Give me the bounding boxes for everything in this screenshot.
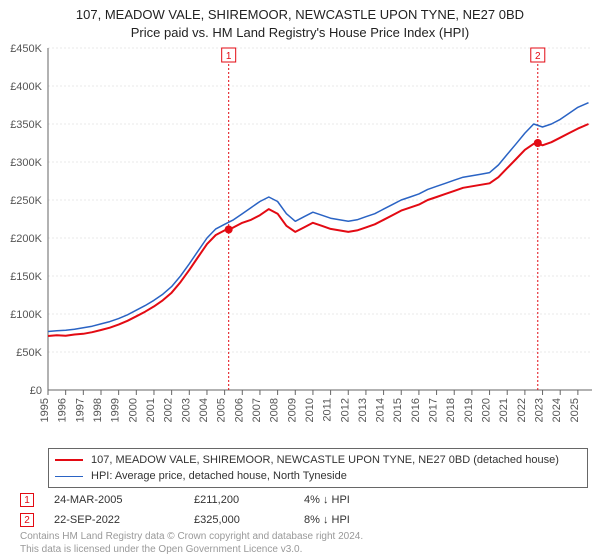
svg-text:2008: 2008 [269, 398, 281, 422]
legend: 107, MEADOW VALE, SHIREMOOR, NEWCASTLE U… [48, 448, 588, 488]
svg-text:2005: 2005 [216, 398, 228, 422]
sale-date-1: 24-MAR-2005 [54, 494, 194, 506]
svg-text:1998: 1998 [92, 398, 104, 422]
sale-price-1: £211,200 [194, 494, 304, 506]
title-line-1: 107, MEADOW VALE, SHIREMOOR, NEWCASTLE U… [0, 6, 600, 24]
svg-text:2009: 2009 [286, 398, 298, 422]
svg-text:2024: 2024 [551, 398, 563, 422]
svg-text:2003: 2003 [180, 398, 192, 422]
svg-text:1995: 1995 [39, 398, 51, 422]
svg-text:1999: 1999 [110, 398, 122, 422]
chart-svg: £0 £50K £100K £150K £200K £250K £300K £350K £400… [0, 44, 600, 444]
svg-text:1: 1 [226, 51, 232, 62]
svg-text:£350K: £350K [10, 119, 42, 131]
sale-date-2: 22-SEP-2022 [54, 514, 194, 526]
sale-row-1: 1 24-MAR-2005 £211,200 4% ↓ HPI [20, 490, 580, 510]
svg-text:2018: 2018 [445, 398, 457, 422]
legend-label-hpi: HPI: Average price, detached house, Nort… [91, 470, 347, 482]
svg-text:2: 2 [535, 51, 541, 62]
svg-text:2022: 2022 [516, 398, 528, 422]
sale-marker-1: 1 [20, 493, 34, 507]
svg-text:£0: £0 [30, 385, 42, 397]
svg-text:2013: 2013 [357, 398, 369, 422]
svg-text:2000: 2000 [127, 398, 139, 422]
legend-item-hpi: HPI: Average price, detached house, Nort… [55, 468, 581, 484]
legend-label-property: 107, MEADOW VALE, SHIREMOOR, NEWCASTLE U… [91, 454, 559, 466]
svg-text:£450K: £450K [10, 44, 42, 55]
svg-text:2011: 2011 [322, 398, 334, 422]
title-line-2: Price paid vs. HM Land Registry's House … [0, 24, 600, 42]
svg-text:£200K: £200K [10, 233, 42, 245]
svg-text:2020: 2020 [481, 398, 493, 422]
svg-text:£300K: £300K [10, 157, 42, 169]
svg-text:2016: 2016 [410, 398, 422, 422]
svg-text:£150K: £150K [10, 271, 42, 283]
svg-text:2019: 2019 [463, 398, 475, 422]
sale-row-2: 2 22-SEP-2022 £325,000 8% ↓ HPI [20, 510, 580, 530]
svg-text:2007: 2007 [251, 398, 263, 422]
sale-marker-2: 2 [20, 513, 34, 527]
svg-text:2012: 2012 [339, 398, 351, 422]
svg-text:£50K: £50K [16, 347, 42, 359]
svg-text:2004: 2004 [198, 398, 210, 422]
svg-text:2006: 2006 [233, 398, 245, 422]
price-chart: £0 £50K £100K £150K £200K £250K £300K £350K £400… [0, 44, 600, 444]
svg-text:2010: 2010 [304, 398, 316, 422]
svg-text:2025: 2025 [569, 398, 581, 422]
footer-line-2: This data is licensed under the Open Gov… [20, 544, 363, 557]
footer: Contains HM Land Registry data © Crown c… [20, 531, 363, 556]
svg-text:1996: 1996 [57, 398, 69, 422]
chart-title: 107, MEADOW VALE, SHIREMOOR, NEWCASTLE U… [0, 0, 600, 41]
legend-swatch-hpi [55, 476, 83, 477]
sale-delta-2: 8% ↓ HPI [304, 514, 424, 526]
svg-text:2017: 2017 [428, 398, 440, 422]
sale-price-2: £325,000 [194, 514, 304, 526]
svg-text:2002: 2002 [163, 398, 175, 422]
svg-text:2023: 2023 [534, 398, 546, 422]
svg-text:1997: 1997 [74, 398, 86, 422]
svg-text:2015: 2015 [392, 398, 404, 422]
svg-text:2014: 2014 [375, 398, 387, 422]
sale-delta-1: 4% ↓ HPI [304, 494, 424, 506]
svg-text:2001: 2001 [145, 398, 157, 422]
svg-text:£250K: £250K [10, 195, 42, 207]
svg-text:£400K: £400K [10, 81, 42, 93]
legend-swatch-property [55, 459, 83, 461]
svg-text:2021: 2021 [498, 398, 510, 422]
footer-line-1: Contains HM Land Registry data © Crown c… [20, 531, 363, 544]
svg-text:£100K: £100K [10, 309, 42, 321]
sales-table: 1 24-MAR-2005 £211,200 4% ↓ HPI 2 22-SEP… [20, 490, 580, 530]
legend-item-property: 107, MEADOW VALE, SHIREMOOR, NEWCASTLE U… [55, 452, 581, 468]
